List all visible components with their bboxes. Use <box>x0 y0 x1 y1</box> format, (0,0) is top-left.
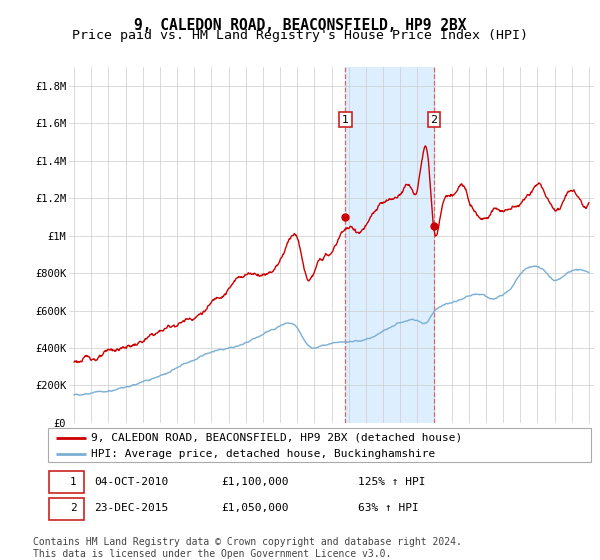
Text: 04-OCT-2010: 04-OCT-2010 <box>94 477 169 487</box>
Bar <box>345 67 434 423</box>
Text: £1,100,000: £1,100,000 <box>222 477 289 487</box>
Text: HPI: Average price, detached house, Buckinghamshire: HPI: Average price, detached house, Buck… <box>91 449 436 459</box>
Text: 63% ↑ HPI: 63% ↑ HPI <box>358 503 418 514</box>
Text: 23-DEC-2015: 23-DEC-2015 <box>94 503 169 514</box>
Text: 1: 1 <box>342 115 349 125</box>
Bar <box>49 498 85 520</box>
Text: 125% ↑ HPI: 125% ↑ HPI <box>358 477 425 487</box>
Text: 2: 2 <box>70 503 77 514</box>
Bar <box>49 472 85 493</box>
Text: Contains HM Land Registry data © Crown copyright and database right 2024.
This d: Contains HM Land Registry data © Crown c… <box>33 537 462 559</box>
Text: 9, CALEDON ROAD, BEACONSFIELD, HP9 2BX: 9, CALEDON ROAD, BEACONSFIELD, HP9 2BX <box>134 18 466 33</box>
Text: 9, CALEDON ROAD, BEACONSFIELD, HP9 2BX (detached house): 9, CALEDON ROAD, BEACONSFIELD, HP9 2BX (… <box>91 433 463 443</box>
Text: £1,050,000: £1,050,000 <box>222 503 289 514</box>
Text: 1: 1 <box>70 477 77 487</box>
Text: 2: 2 <box>430 115 437 125</box>
Text: Price paid vs. HM Land Registry's House Price Index (HPI): Price paid vs. HM Land Registry's House … <box>72 29 528 42</box>
